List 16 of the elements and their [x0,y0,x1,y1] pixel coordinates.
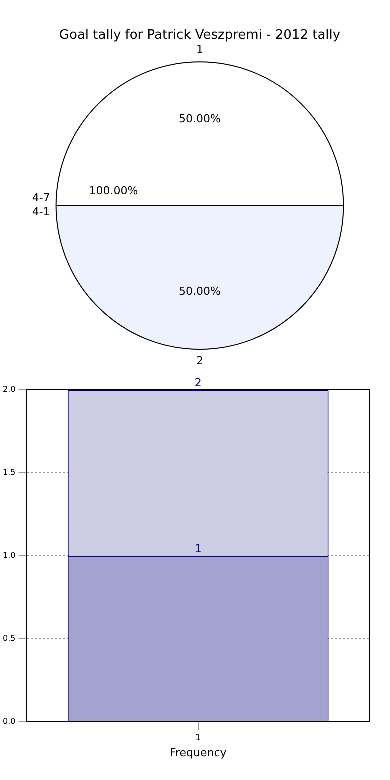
y-tick-label: 0.0 [2,717,16,726]
slice-label: 1 [196,42,204,56]
text: 4-7 [32,192,50,205]
y-tick-label: 1.5 [2,468,16,478]
y-tick-label: 0.5 [2,634,16,644]
slice-label: 2 [196,354,204,368]
y-tick-label: 2.0 [2,385,16,394]
x-axis-title: Frequency [170,746,228,760]
text: 100.00% [89,184,138,198]
data-label: 50.00% [179,112,221,126]
total-label: 2 [194,376,202,390]
data-label: 50.00% [179,284,221,298]
chart-title: Goal tally for Patrick Veszpremi - 2012 tally [59,28,341,44]
y-tick-label: 1.0 [2,551,16,560]
text: 4-1 [32,206,50,219]
data-label: 1 [194,542,202,556]
